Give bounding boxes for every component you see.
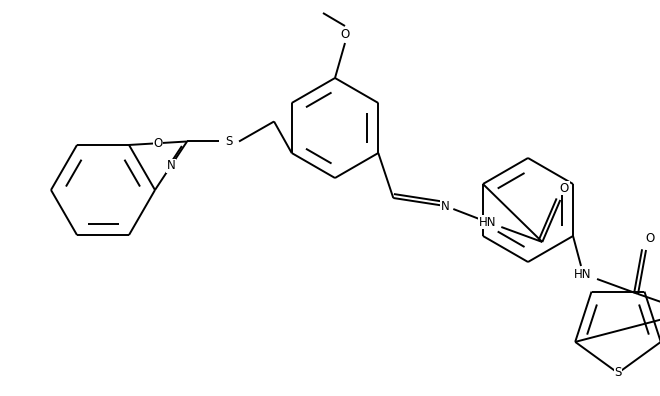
Text: HN: HN [574, 268, 592, 280]
Text: O: O [153, 137, 162, 150]
Text: S: S [225, 135, 233, 148]
Text: HN: HN [478, 215, 496, 228]
Text: O: O [341, 27, 350, 40]
Text: O: O [560, 181, 569, 194]
Text: N: N [441, 200, 449, 213]
Text: N: N [166, 159, 176, 172]
Text: S: S [614, 367, 622, 379]
Text: O: O [645, 232, 655, 244]
